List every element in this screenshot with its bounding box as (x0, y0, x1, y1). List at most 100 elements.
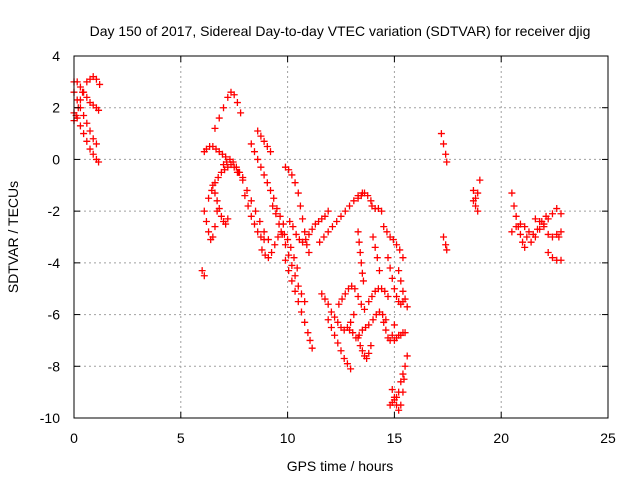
data-point (303, 241, 311, 249)
series-arc-p (241, 192, 268, 244)
data-point (89, 135, 97, 143)
data-point (365, 298, 373, 306)
series-arc-ad (365, 285, 392, 306)
data-point (557, 256, 565, 264)
points-layer (70, 73, 565, 414)
data-point (198, 267, 206, 275)
data-point (92, 140, 100, 148)
data-point (351, 285, 359, 293)
x-tick-label: 20 (493, 430, 509, 446)
data-point (76, 83, 84, 91)
data-point (301, 228, 309, 236)
series-arc-an (386, 393, 401, 409)
data-point (230, 91, 238, 99)
series-arc-aa (354, 228, 367, 285)
data-point (472, 194, 480, 202)
y-axis-label: SDTVAR / TECUs (5, 181, 21, 293)
data-point (367, 342, 375, 350)
data-point (548, 210, 556, 218)
data-point (375, 267, 383, 275)
data-point (516, 230, 524, 238)
data-point (386, 264, 394, 272)
data-point (350, 197, 358, 205)
data-point (469, 186, 477, 194)
series-arc-q (258, 228, 301, 272)
data-point (254, 155, 262, 163)
data-point (548, 254, 556, 262)
data-point (297, 308, 305, 316)
data-point (247, 212, 255, 220)
data-point (257, 163, 265, 171)
data-point (281, 241, 289, 249)
data-point (291, 287, 299, 295)
data-point (557, 228, 565, 236)
series-arc-aw (531, 215, 556, 241)
data-point (510, 202, 518, 210)
data-point (288, 261, 296, 269)
data-point (324, 316, 332, 324)
data-point (544, 249, 552, 257)
data-point (200, 272, 208, 280)
data-point (293, 264, 301, 272)
data-point (365, 321, 373, 329)
data-point (536, 217, 544, 225)
series-arc-ay (544, 249, 565, 264)
data-point (292, 230, 300, 238)
data-point (367, 197, 375, 205)
data-point (215, 114, 223, 122)
series-arc-af (369, 308, 390, 324)
data-point (289, 223, 297, 231)
data-point (437, 130, 445, 138)
data-point (285, 267, 293, 275)
data-point (516, 220, 524, 228)
series-arc-l (198, 267, 208, 280)
data-point (356, 249, 364, 257)
data-point (299, 215, 307, 223)
y-tick-label: -4 (48, 255, 61, 271)
data-point (334, 339, 342, 347)
data-point (79, 88, 87, 96)
data-point (294, 298, 302, 306)
y-tick-label: -10 (40, 410, 60, 426)
data-point (250, 148, 258, 156)
data-point (260, 236, 268, 244)
series-arc-d (83, 73, 104, 88)
data-point (347, 365, 355, 373)
data-point (401, 329, 409, 337)
series-arc-c (70, 109, 103, 166)
data-point (373, 254, 381, 262)
data-point (474, 189, 482, 197)
data-point (380, 318, 388, 326)
data-point (224, 215, 232, 223)
data-point (288, 171, 296, 179)
tick-layer: 0 5 10 15 20 25 -10 -8 -6 -4 -2 0 2 4 (40, 48, 616, 446)
series-arc-as (469, 186, 482, 215)
y-tick-label: -6 (48, 307, 61, 323)
data-point (250, 220, 258, 228)
data-point (440, 140, 448, 148)
data-point (95, 106, 103, 114)
data-point (343, 360, 351, 368)
series-arc-ai (384, 254, 407, 308)
data-point (401, 362, 409, 370)
data-point (337, 212, 345, 220)
data-point (540, 223, 548, 231)
data-point (523, 233, 531, 241)
series-arc-s (281, 163, 313, 257)
data-point (371, 243, 379, 251)
data-point (324, 300, 332, 308)
data-point (274, 233, 282, 241)
data-point (476, 176, 484, 184)
data-point (384, 292, 392, 300)
data-point (443, 246, 451, 254)
series-arc-ap (437, 130, 451, 166)
data-point (296, 202, 304, 210)
data-point (338, 295, 346, 303)
data-point (243, 186, 251, 194)
data-point (297, 290, 305, 298)
data-point (285, 166, 293, 174)
data-point (331, 313, 339, 321)
data-point (272, 210, 280, 218)
data-point (291, 179, 299, 187)
data-point (220, 104, 228, 112)
